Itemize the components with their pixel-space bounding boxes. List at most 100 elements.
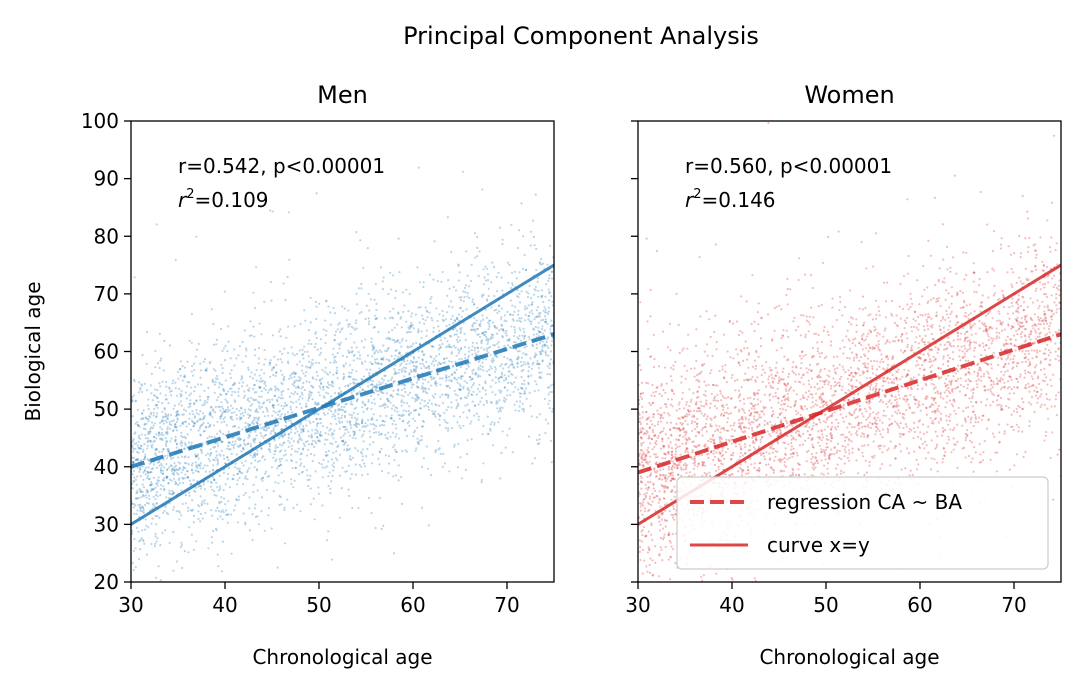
scatter-point bbox=[518, 229, 521, 232]
scatter-point bbox=[325, 454, 328, 458]
scatter-point bbox=[234, 440, 237, 443]
scatter-point bbox=[186, 360, 189, 363]
scatter-point bbox=[135, 442, 138, 445]
scatter-point bbox=[149, 484, 152, 487]
scatter-point bbox=[437, 373, 440, 376]
scatter-point bbox=[437, 439, 440, 443]
scatter-point bbox=[866, 434, 870, 437]
scatter-point bbox=[287, 436, 290, 439]
scatter-point bbox=[374, 526, 377, 530]
scatter-point bbox=[809, 274, 813, 277]
scatter-point bbox=[343, 442, 346, 445]
scatter-point bbox=[160, 357, 163, 360]
scatter-point bbox=[808, 368, 811, 371]
scatter-point bbox=[356, 412, 359, 415]
scatter-point bbox=[209, 423, 212, 426]
scatter-point bbox=[355, 392, 358, 395]
scatter-point bbox=[425, 309, 428, 312]
scatter-point bbox=[288, 377, 291, 380]
scatter-point bbox=[299, 453, 302, 456]
scatter-point bbox=[400, 388, 403, 391]
scatter-point bbox=[325, 372, 328, 375]
scatter-point bbox=[465, 367, 468, 371]
scatter-point bbox=[451, 364, 454, 367]
scatter-point bbox=[713, 397, 716, 400]
scatter-point bbox=[511, 282, 514, 285]
scatter-point bbox=[571, 300, 573, 302]
scatter-point bbox=[155, 416, 158, 419]
scatter-point bbox=[300, 387, 303, 390]
scatter-point bbox=[446, 429, 450, 432]
scatter-point bbox=[144, 473, 147, 476]
scatter-point bbox=[564, 310, 566, 312]
scatter-point bbox=[279, 417, 282, 420]
scatter-point bbox=[163, 408, 166, 411]
scatter-point bbox=[646, 320, 649, 323]
scatter-point bbox=[373, 298, 376, 301]
scatter-point bbox=[1022, 401, 1025, 404]
scatter-point bbox=[286, 498, 289, 501]
scatter-point bbox=[213, 411, 217, 414]
scatter-point bbox=[199, 425, 202, 428]
scatter-point bbox=[206, 401, 209, 404]
scatter-point bbox=[421, 398, 424, 402]
scatter-point bbox=[195, 412, 198, 415]
scatter-point bbox=[173, 425, 176, 428]
scatter-point bbox=[767, 378, 770, 381]
scatter-point bbox=[528, 320, 531, 323]
scatter-point bbox=[320, 382, 323, 386]
scatter-point bbox=[190, 464, 193, 467]
scatter-point bbox=[264, 434, 268, 437]
scatter-point bbox=[354, 463, 358, 466]
scatter-point bbox=[216, 432, 219, 435]
scatter-point bbox=[940, 93, 942, 95]
scatter-point bbox=[372, 347, 375, 350]
scatter-point bbox=[304, 319, 307, 322]
scatter-point bbox=[145, 488, 148, 491]
scatter-point bbox=[1073, 271, 1075, 273]
scatter-point bbox=[373, 424, 376, 427]
scatter-point bbox=[397, 393, 400, 396]
scatter-point bbox=[930, 348, 933, 351]
scatter-point bbox=[162, 419, 165, 422]
scatter-point bbox=[491, 261, 494, 264]
scatter-point bbox=[560, 268, 562, 270]
scatter-point bbox=[286, 360, 290, 363]
scatter-point bbox=[371, 418, 374, 421]
scatter-point bbox=[341, 440, 345, 443]
scatter-point bbox=[187, 406, 190, 409]
scatter-point bbox=[310, 436, 313, 439]
scatter-point bbox=[326, 465, 329, 468]
scatter-point bbox=[315, 442, 318, 445]
scatter-point bbox=[237, 426, 240, 429]
scatter-point bbox=[405, 402, 409, 405]
scatter-point bbox=[193, 416, 196, 419]
scatter-point bbox=[731, 428, 734, 431]
scatter-point bbox=[514, 376, 517, 379]
scatter-point bbox=[672, 505, 675, 508]
scatter-point bbox=[485, 267, 489, 270]
scatter-point bbox=[387, 399, 390, 402]
scatter-point bbox=[457, 387, 460, 391]
scatter-point bbox=[320, 434, 323, 437]
scatter-point bbox=[759, 441, 762, 444]
scatter-point bbox=[416, 426, 419, 429]
scatter-point bbox=[190, 509, 194, 512]
scatter-point bbox=[345, 337, 348, 341]
scatter-point bbox=[664, 453, 668, 456]
scatter-point bbox=[557, 288, 559, 290]
scatter-point bbox=[220, 570, 224, 573]
scatter-point bbox=[359, 386, 362, 389]
scatter-point bbox=[386, 437, 389, 440]
scatter-point bbox=[424, 306, 427, 309]
scatter-point bbox=[510, 271, 514, 274]
scatter-point bbox=[297, 440, 300, 443]
scatter-point bbox=[274, 481, 277, 484]
scatter-point bbox=[371, 346, 374, 349]
scatter-point bbox=[315, 412, 318, 415]
scatter-point bbox=[652, 483, 655, 486]
scatter-point bbox=[240, 375, 243, 378]
scatter-point bbox=[144, 453, 147, 456]
scatter-point bbox=[181, 413, 184, 416]
scatter-point bbox=[181, 379, 184, 382]
